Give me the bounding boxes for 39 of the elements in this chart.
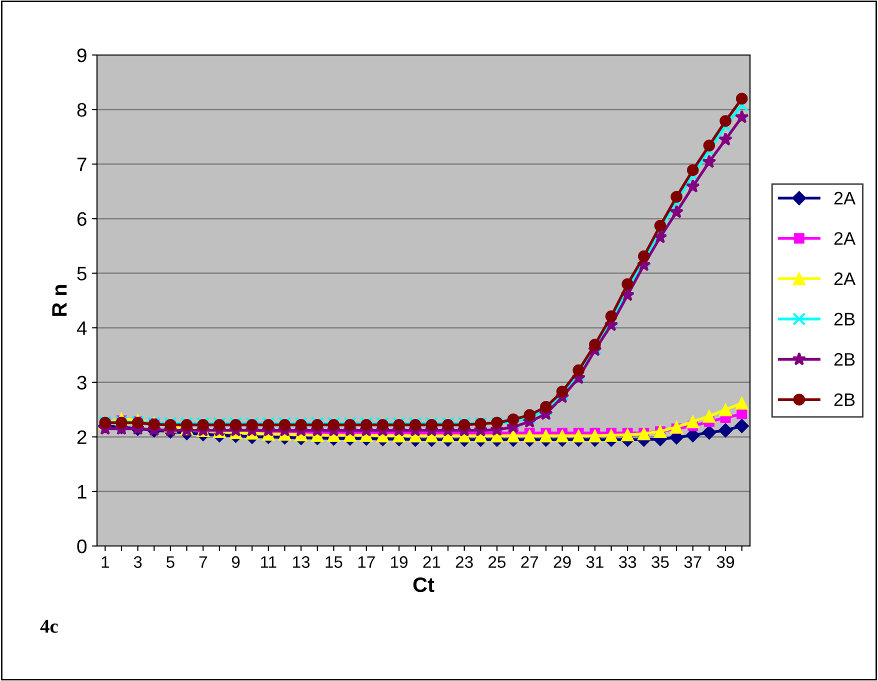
x-tick-label: 9	[232, 556, 240, 568]
legend-label: 2B	[834, 312, 855, 326]
y-tick-label: 9	[77, 48, 86, 62]
x-tick-label: 5	[166, 556, 174, 568]
y-tick-label: 7	[77, 158, 86, 172]
x-tick-label: 1	[102, 556, 109, 568]
x-tick-label: 17	[358, 556, 375, 568]
x-tick-label: 7	[199, 556, 207, 568]
x-tick-label: 21	[423, 556, 440, 568]
y-tick-label: 4	[76, 321, 87, 335]
x-tick-label: 25	[488, 556, 506, 568]
x-tick-label: 11	[261, 556, 276, 568]
legend-label: 2A	[834, 232, 856, 245]
y-tick-label: 1	[78, 485, 86, 498]
y-tick-label: 6	[77, 212, 86, 226]
x-tick-label: 13	[293, 556, 310, 568]
legend-label: 2B	[834, 353, 855, 366]
x-tick-label: 3	[134, 556, 142, 568]
x-tick-label: 19	[391, 556, 408, 568]
text: 4c	[40, 620, 58, 633]
x-tick-label: 27	[521, 556, 538, 568]
legend-label: 2B	[834, 393, 855, 406]
x-tick-label: 15	[326, 556, 342, 568]
x-tick-label: 23	[456, 556, 473, 568]
x-tick-label: 37	[684, 556, 702, 568]
x-tick-label: 39	[716, 556, 734, 568]
x-tick-label: 33	[618, 556, 636, 568]
x-tick-label: 29	[554, 556, 571, 568]
legend-label: 2A	[834, 272, 856, 286]
y-tick-label: 8	[77, 103, 86, 117]
x-axis-title: Ct	[413, 577, 434, 592]
y-tick-label: 0	[77, 539, 87, 554]
y-tick-label: 2	[77, 430, 86, 444]
y-axis-title: R n	[52, 285, 67, 316]
x-tick-label: 35	[652, 556, 669, 568]
y-tick-label: 5	[77, 266, 86, 280]
legend-label: 2A	[834, 192, 856, 204]
y-tick-label: 3	[77, 376, 86, 390]
x-tick-label: 31	[586, 556, 604, 568]
